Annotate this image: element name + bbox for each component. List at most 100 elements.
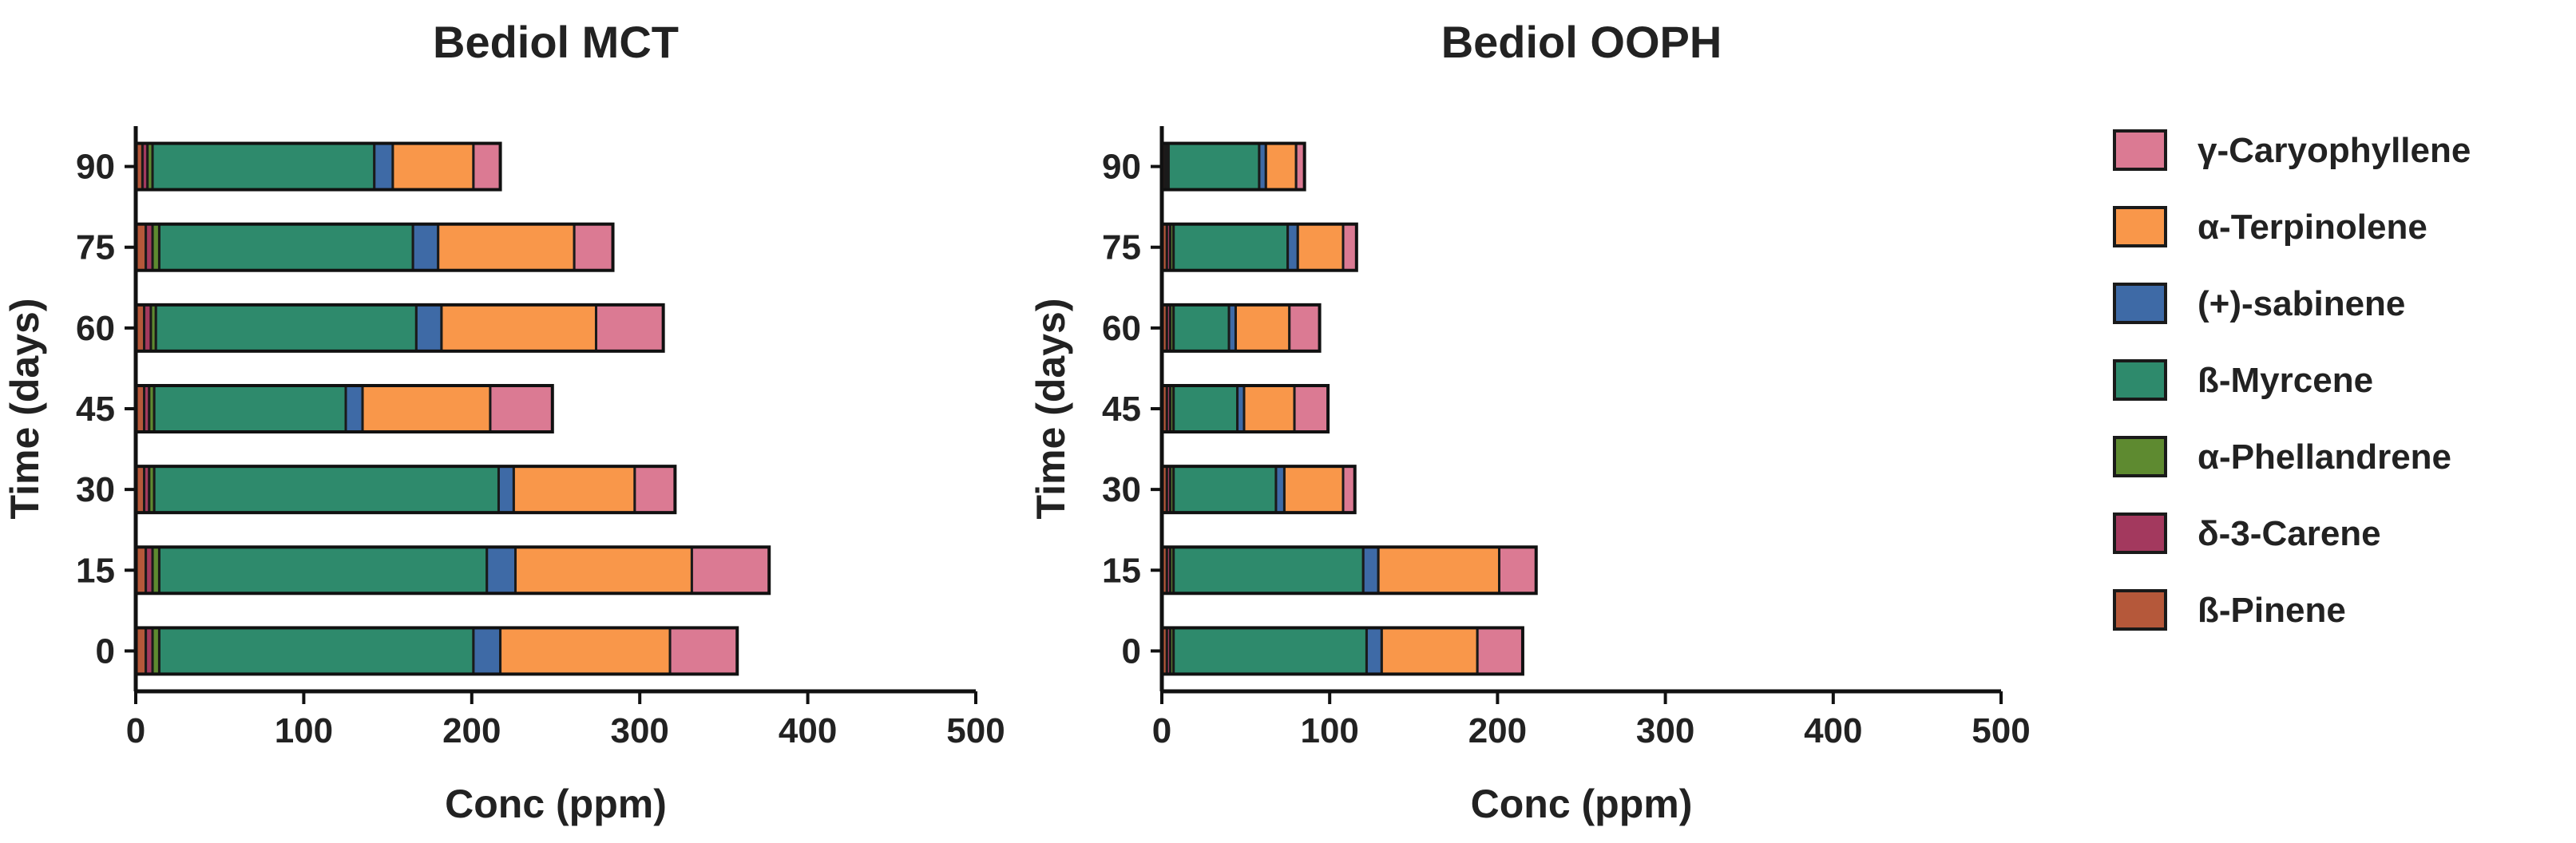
bar-segment <box>157 626 475 675</box>
legend-label: ß-Pinene <box>2198 591 2346 630</box>
bar-segment <box>514 545 693 595</box>
bar-segment <box>1377 545 1501 595</box>
y-tick-label: 90 <box>1102 148 1141 187</box>
bar-segment <box>594 303 665 353</box>
bar-segment <box>1172 465 1278 514</box>
bar-segment <box>690 545 771 595</box>
legend-label: δ-3-Carene <box>2198 514 2381 553</box>
x-tick-label: 0 <box>1152 711 1171 750</box>
bar-segment <box>1476 626 1524 675</box>
legend: γ-Caryophyllene α-Terpinolene (+)-sabinene… <box>2113 129 2471 631</box>
bar-segment <box>1172 545 1365 595</box>
y-tick-label: 90 <box>76 148 115 187</box>
y-tick-label: 15 <box>76 551 115 590</box>
bar-segment <box>153 384 347 433</box>
bar-segment <box>1296 223 1345 272</box>
y-axis-title: Time (days) <box>1028 299 1073 520</box>
legend-swatch <box>2113 359 2167 401</box>
x-tick-label: 400 <box>1804 711 1862 750</box>
legend-label: ß-Myrcene <box>2198 361 2373 400</box>
bar-segment <box>440 303 597 353</box>
x-axis-title: Conc (ppm) <box>1471 782 1693 826</box>
legend-label: (+)-sabinene <box>2198 284 2405 323</box>
bar-segment <box>1498 545 1538 595</box>
x-tick-label: 100 <box>1300 711 1358 750</box>
y-tick-label: 30 <box>1102 470 1141 509</box>
legend-swatch <box>2113 283 2167 324</box>
bar-segment <box>411 223 440 272</box>
bar-segment <box>499 626 672 675</box>
legend-swatch <box>2113 436 2167 477</box>
bar-segment <box>361 384 492 433</box>
bar-segment <box>1264 142 1298 192</box>
x-tick-label: 400 <box>779 711 837 750</box>
y-tick-label: 75 <box>1102 228 1141 267</box>
chart-title: Bediol MCT <box>433 17 679 67</box>
y-tick-label: 60 <box>1102 309 1141 348</box>
x-tick-label: 500 <box>1972 711 2030 750</box>
bar-segment <box>485 545 517 595</box>
bar-segment <box>1167 142 1261 192</box>
bar-segment <box>1342 465 1357 514</box>
y-tick-label: 45 <box>76 390 115 429</box>
bar-segment <box>1172 303 1231 353</box>
bar-segment <box>344 384 364 433</box>
x-axis-title: Conc (ppm) <box>445 782 667 826</box>
bar-segment <box>1234 303 1291 353</box>
x-tick-label: 300 <box>610 711 668 750</box>
legend-label: α-Terpinolene <box>2198 208 2427 247</box>
bar-segment <box>1172 626 1368 675</box>
bar-segment <box>153 465 500 514</box>
y-tick-label: 0 <box>1122 631 1141 671</box>
bar-segment <box>151 142 376 192</box>
legend-label: γ-Caryophyllene <box>2198 131 2471 170</box>
legend-label: α-Phellandrene <box>2198 437 2451 477</box>
y-tick-label: 60 <box>76 309 115 348</box>
chart-title: Bediol OOPH <box>1441 17 1722 67</box>
bar-segment <box>157 545 489 595</box>
bar-segment <box>1274 465 1286 514</box>
x-tick-label: 200 <box>442 711 501 750</box>
bar-segment <box>157 223 414 272</box>
y-tick-label: 75 <box>76 228 115 267</box>
x-tick-label: 0 <box>126 711 145 750</box>
bar-segment <box>391 142 475 192</box>
bar-segment <box>1342 223 1358 272</box>
bar-segment <box>414 303 443 353</box>
bar-segment <box>437 223 576 272</box>
bar-segment <box>1172 223 1290 272</box>
bar-segment <box>1288 303 1322 353</box>
y-axis-title: Time (days) <box>2 299 47 520</box>
bar-segment <box>668 626 739 675</box>
legend-swatch <box>2113 206 2167 247</box>
y-tick-label: 30 <box>76 470 115 509</box>
bar-segment <box>472 142 502 192</box>
bar-segment <box>1282 465 1345 514</box>
bar-segment <box>573 223 615 272</box>
bar-segment <box>1172 384 1239 433</box>
bar-segment <box>512 465 636 514</box>
bar-segment <box>1286 223 1299 272</box>
bar-segment <box>373 142 394 192</box>
legend-swatch <box>2113 589 2167 631</box>
y-tick-label: 15 <box>1102 551 1141 590</box>
bar-segment <box>1365 626 1383 675</box>
legend-swatch <box>2113 129 2167 171</box>
x-tick-label: 500 <box>946 711 1005 750</box>
bar-segment <box>489 384 554 433</box>
bar-segment <box>1242 384 1296 433</box>
x-tick-label: 200 <box>1468 711 1527 750</box>
legend-swatch <box>2113 513 2167 554</box>
panel-1: Bediol OOPH 0 15 30 45 60 75 90 0 100 200 300 400 500… <box>1028 17 2031 826</box>
bar-segment <box>472 626 502 675</box>
x-tick-label: 100 <box>275 711 333 750</box>
x-tick-label: 300 <box>1636 711 1694 750</box>
bar-segment <box>154 303 418 353</box>
y-tick-label: 45 <box>1102 390 1141 429</box>
y-tick-label: 0 <box>96 631 115 671</box>
bar-segment <box>1380 626 1479 675</box>
bar-segment <box>633 465 676 514</box>
bar-segment <box>497 465 515 514</box>
bar-segment <box>1293 384 1330 433</box>
